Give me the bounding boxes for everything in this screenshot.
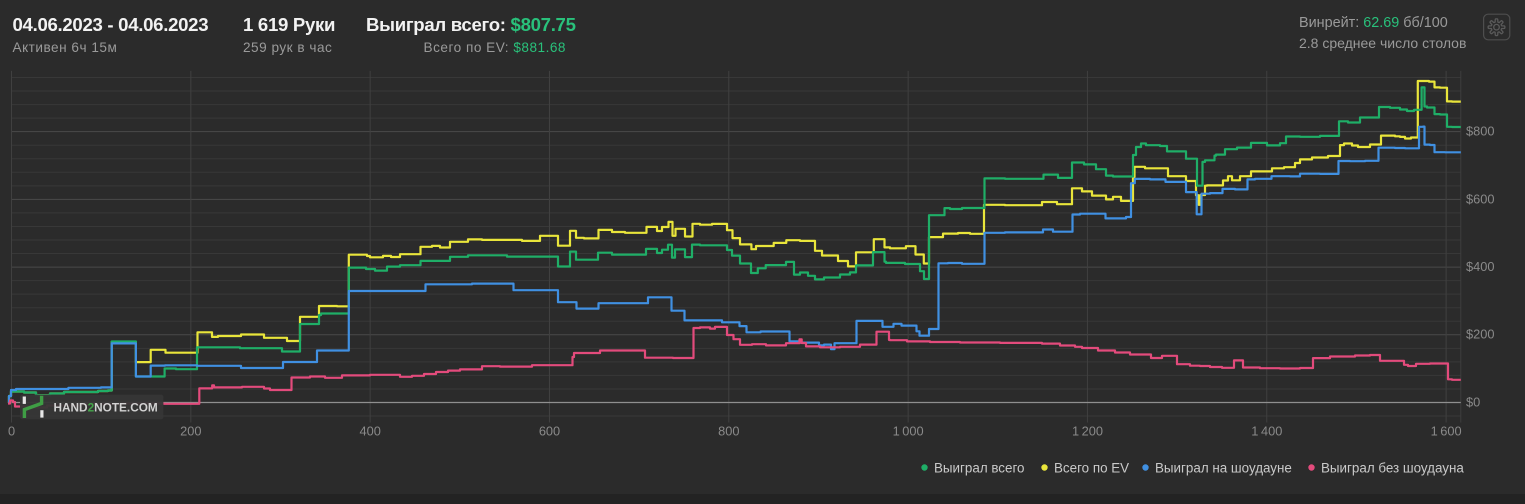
svg-text:400: 400 xyxy=(360,424,381,439)
svg-text:1 200: 1 200 xyxy=(1072,424,1103,439)
svg-text:1 000: 1 000 xyxy=(893,424,924,439)
svg-text:Выиграл всего: Выиграл всего xyxy=(934,460,1025,475)
svg-text:Всего по EV: Всего по EV xyxy=(1054,460,1129,475)
svg-text:1 600: 1 600 xyxy=(1431,424,1462,439)
svg-text:$200: $200 xyxy=(1466,327,1494,342)
svg-text:0: 0 xyxy=(8,424,15,439)
svg-text:1 400: 1 400 xyxy=(1251,424,1282,439)
svg-text:200: 200 xyxy=(180,424,201,439)
svg-text:Выиграл без шоудауна: Выиграл без шоудауна xyxy=(1321,460,1464,475)
svg-text:$0: $0 xyxy=(1466,394,1480,409)
svg-text:HAND2NOTE.COM: HAND2NOTE.COM xyxy=(54,401,158,415)
svg-text:$400: $400 xyxy=(1466,259,1494,274)
svg-text:800: 800 xyxy=(718,424,739,439)
svg-text:$600: $600 xyxy=(1466,191,1494,206)
svg-text:Выиграл на шоудауне: Выиграл на шоудауне xyxy=(1155,460,1292,475)
svg-text:$800: $800 xyxy=(1466,124,1494,139)
svg-text:600: 600 xyxy=(539,424,560,439)
